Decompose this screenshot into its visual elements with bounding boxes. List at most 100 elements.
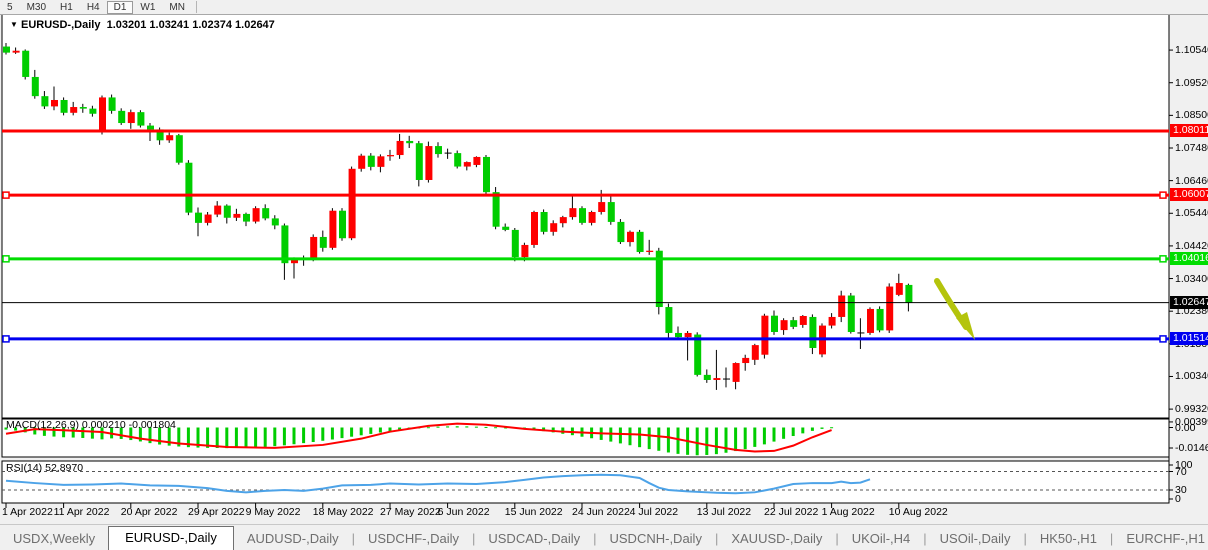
candle-body — [703, 374, 711, 380]
tab-separator: | — [351, 531, 355, 546]
candle-body — [406, 140, 414, 144]
chart-tab-usdcnh-daily[interactable]: USDCNH-,Daily — [609, 531, 702, 546]
candle-body — [867, 308, 874, 333]
price-axis-label: 1.07480 — [1175, 141, 1208, 154]
down-arrow-head — [956, 312, 975, 340]
chart-tab-usdx-weekly[interactable]: USDX,Weekly — [13, 531, 96, 546]
date-axis-label: 11 Apr 2022 — [53, 506, 110, 518]
macd-hist-bar — [830, 427, 834, 429]
macd-hist-bar — [119, 427, 123, 439]
macd-hist-bar — [273, 427, 277, 447]
date-axis-label: 22 Jul 2022 — [764, 506, 819, 518]
chart-tab-xauusd-daily[interactable]: XAUUSD-,Daily — [731, 531, 823, 546]
candle-body — [627, 231, 634, 243]
macd-hist-bar — [446, 426, 450, 428]
chart-tab-usdchf-daily[interactable]: USDCHF-,Daily — [367, 531, 459, 546]
macd-hist-bar — [158, 427, 162, 445]
candle-body — [31, 76, 39, 97]
candle-body — [895, 283, 903, 295]
candle-body — [166, 135, 174, 141]
timeframe-button-d1[interactable]: D1 — [106, 0, 134, 14]
candle-body — [387, 155, 394, 157]
candle-body — [492, 192, 500, 227]
macd-hist-bar — [628, 427, 632, 446]
macd-signal-line — [5, 422, 832, 453]
date-axis-label: 15 Jun 2022 — [504, 506, 563, 518]
candle-body — [79, 107, 87, 109]
candle-body — [473, 156, 481, 165]
candle-body — [41, 96, 49, 107]
timeframe-button-mn[interactable]: MN — [169, 1, 185, 13]
macd-hist-bar — [62, 427, 66, 438]
rsi-indicator-label: RSI(14) 52.8970 — [6, 462, 84, 474]
price-axis-label: 1.06460 — [1175, 174, 1208, 187]
timeframe-button-h4[interactable]: H4 — [86, 1, 100, 13]
candle-body — [339, 210, 346, 239]
candle-body — [291, 259, 298, 264]
candle-body — [195, 212, 202, 223]
timeframe-button-5[interactable]: 5 — [7, 1, 13, 13]
macd-hist-bar — [350, 427, 354, 437]
macd-hist-bar — [484, 426, 488, 428]
line-handle[interactable] — [2, 335, 10, 343]
candle-body — [271, 218, 279, 226]
line-handle[interactable] — [1159, 255, 1167, 263]
chart-tab-audusd-daily[interactable]: AUDUSD-,Daily — [246, 531, 339, 546]
line-handle[interactable] — [1159, 191, 1167, 199]
chart-tab-hk50-h1[interactable]: HK50-,H1 — [1039, 531, 1097, 546]
chart-title: ▼ EURUSD-,Daily 1.03201 1.03241 1.02374 … — [10, 19, 275, 31]
candle-body — [665, 307, 673, 333]
chart-tab-eurchf-h1[interactable]: EURCHF-,H1 — [1126, 531, 1206, 546]
chart-tab-usoil-daily[interactable]: USOil-,Daily — [939, 531, 1011, 546]
macd-hist-bar — [695, 427, 699, 456]
macd-hist-bar — [465, 426, 469, 428]
line-handle[interactable] — [1159, 335, 1167, 343]
candle-body — [780, 320, 788, 331]
timeframe-button-m30[interactable]: M30 — [26, 1, 47, 13]
chart-tab-eurusd-daily[interactable]: EURUSD-,Daily — [108, 526, 234, 550]
timeframe-button-w1[interactable]: W1 — [140, 1, 156, 13]
line-handle[interactable] — [2, 191, 10, 199]
candle-body — [51, 99, 58, 107]
rsi-axis-label: 70 — [1175, 465, 1187, 478]
tab-separator: | — [1023, 531, 1027, 546]
candle-body — [463, 162, 471, 167]
rsi-axis-label: 0 — [1175, 493, 1181, 505]
macd-axis-label: -0.014693 — [1175, 441, 1208, 454]
macd-hist-bar — [369, 427, 373, 434]
macd-hist-bar — [762, 427, 766, 445]
price-axis-label: 1.09520 — [1175, 76, 1208, 89]
chart-tab-ukoil-h4[interactable]: UKOil-,H4 — [851, 531, 911, 546]
macd-pane[interactable] — [1, 418, 1170, 458]
macd-hist-bar — [638, 427, 642, 448]
candle-body — [636, 231, 644, 252]
rsi-line — [5, 473, 871, 495]
candle-body — [771, 315, 778, 332]
timeframe-button-h1[interactable]: H1 — [60, 1, 73, 13]
candle-body — [252, 208, 260, 222]
price-badge-1.08011: 1.08011 — [1170, 124, 1208, 137]
line-handle[interactable] — [2, 255, 10, 263]
rsi-pane[interactable] — [1, 460, 1170, 504]
candle-body — [396, 140, 404, 156]
macd-hist-bar — [52, 427, 56, 437]
macd-hist-bar — [138, 427, 142, 442]
candle-body — [425, 146, 433, 180]
macd-hist-bar — [647, 427, 651, 450]
chart-tab-usdcad-daily[interactable]: USDCAD-,Daily — [488, 531, 581, 546]
candle-body — [588, 211, 596, 223]
macd-hist-bar — [42, 427, 46, 436]
date-axis-label: 18 May 2022 — [312, 506, 374, 518]
macd-hist-bar — [215, 427, 219, 449]
ohlc-values: 1.03201 1.03241 1.02374 1.02647 — [106, 19, 275, 31]
macd-hist-bar — [292, 427, 296, 445]
macd-hist-bar — [4, 427, 8, 430]
candle-body — [262, 208, 270, 219]
chart-dropdown-icon[interactable]: ▼ — [10, 20, 18, 29]
date-axis-label: 29 Apr 2022 — [188, 506, 245, 518]
macd-hist-bar — [81, 427, 85, 438]
date-axis-label: 9 May 2022 — [245, 506, 301, 518]
candle-body — [89, 108, 97, 114]
